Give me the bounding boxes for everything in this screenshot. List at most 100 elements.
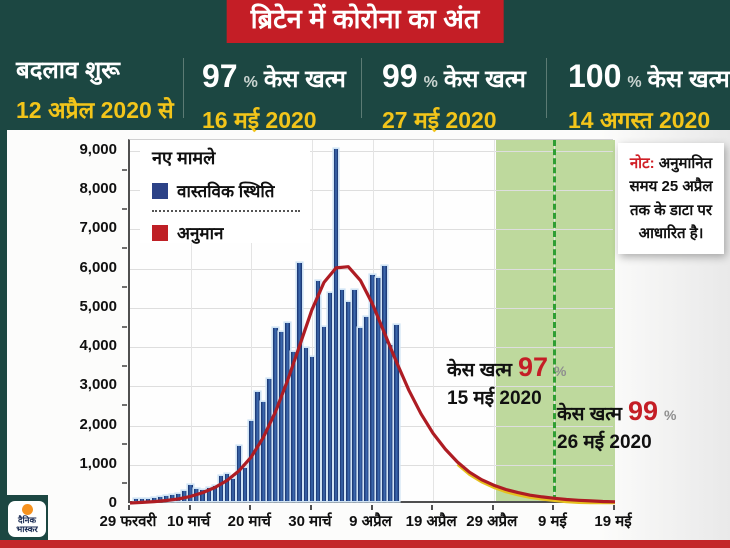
chart-card: नए मामले वास्तविक स्थिति अनुमान नोट: अनु… (7, 130, 730, 540)
dashed-projection-line (552, 140, 556, 501)
legend-divider (152, 210, 300, 212)
note-box: नोट: अनुमानित समय 25 अप्रैल तक के डाटा प… (618, 143, 724, 254)
stat-headline: बदलाव शुरू (16, 56, 174, 86)
y-axis-tick (122, 443, 127, 446)
percent-sign: % (664, 407, 677, 423)
estimate-curve (129, 265, 616, 505)
actual-cases-bar (279, 331, 284, 501)
y-axis-tick (122, 482, 127, 485)
stat-column-1: बदलाव शुरू 12 अप्रैल 2020 से (16, 56, 174, 125)
gridline-vertical (190, 140, 192, 501)
estimate-curve-path (129, 265, 616, 505)
dainik-bhaskar-logo: दैनिक भास्कर (8, 501, 46, 537)
gridline-horizontal (130, 190, 613, 192)
stat-column-3: 99% केस खत्म 27 मई 2020 (382, 56, 526, 135)
actual-cases-bar (303, 348, 309, 501)
actual-cases-bar (321, 326, 327, 501)
y-axis-tick (122, 364, 127, 367)
stat-divider-2 (361, 58, 362, 118)
x-axis-label: 29 फरवरी (99, 513, 157, 530)
gridline-horizontal (130, 151, 613, 152)
stat-value: 100 (568, 58, 622, 94)
gridline-vertical (433, 140, 435, 501)
gridline-horizontal (130, 268, 613, 270)
y-axis-label: 4,000 (79, 337, 117, 355)
stat-column-2: 97% केस खत्म 16 मई 2020 (202, 56, 346, 135)
x-axis-label: 29 अप्रैल (466, 513, 518, 530)
actual-cases-bar (376, 278, 381, 501)
actual-cases-bar (224, 474, 230, 501)
actual-cases-bar (145, 499, 151, 501)
stat-value: 97 (202, 58, 238, 94)
actual-cases-bar (236, 445, 242, 501)
x-axis-label: 9 मई (537, 513, 567, 530)
annotation-99: केस खत्म 99 % 26 मई 2020 (557, 396, 676, 454)
y-axis-label: 5,000 (79, 297, 117, 315)
actual-cases-bar (333, 149, 339, 501)
actual-cases-bar (358, 328, 363, 501)
actual-cases-bar (382, 266, 387, 501)
plot-area (128, 139, 616, 505)
y-axis-label: 2,000 (79, 415, 117, 433)
actual-cases-bar (158, 497, 163, 501)
y-axis-tick (122, 325, 127, 328)
stat-value: 99 (382, 58, 418, 94)
page-title: ब्रिटेन में कोरोना का अंत (226, 0, 504, 44)
legend-item-actual: वास्तविक स्थिति (152, 179, 310, 202)
x-axis-label: 9 अप्रैल (349, 513, 392, 530)
actual-cases-bar (212, 486, 218, 501)
x-axis-label: 19 मई (594, 513, 632, 530)
bottom-red-bar (0, 540, 730, 548)
stat-label: केस खत्म (443, 66, 526, 93)
actual-cases-bar (151, 497, 157, 501)
y-axis-label: 8,000 (79, 180, 117, 198)
y-axis-label: 0 (108, 494, 117, 511)
x-axis-label: 10 मार्च (167, 513, 211, 530)
actual-cases-bar (309, 356, 315, 501)
y-axis-tick (122, 207, 127, 210)
annotation-label: केस खत्म (557, 404, 622, 425)
stat-date: 16 मई 2020 (202, 107, 317, 133)
actual-cases-bar (370, 274, 375, 501)
actual-cases-bar (133, 499, 139, 501)
y-axis-tick (122, 247, 127, 250)
x-axis-tick (370, 505, 373, 510)
y-axis-label: 3,000 (79, 376, 117, 394)
x-axis-tick (431, 505, 434, 510)
legend-title: नए मामले (152, 148, 216, 168)
actual-cases-bar (352, 290, 357, 501)
stat-date: 27 मई 2020 (382, 107, 497, 133)
stat-label: केस खत्म (263, 66, 346, 93)
note-prefix: नोट: (629, 155, 655, 172)
actual-cases-bar (339, 290, 345, 501)
x-axis-tick (309, 505, 312, 510)
x-axis-tick (613, 505, 615, 510)
actual-cases-bar (291, 351, 296, 501)
yellow-tail-line (456, 463, 615, 505)
x-axis-label: 30 मार्च (288, 513, 332, 530)
legend-item-label: अनुमान (177, 224, 224, 243)
stat-headline: 97% केस खत्म (202, 56, 346, 96)
annotation-label: केस खत्म (447, 360, 512, 381)
stat-date: 14 अगस्त 2020 (568, 107, 711, 133)
y-axis-label: 6,000 (79, 258, 117, 276)
percent-sign: % (423, 74, 438, 91)
gridline-vertical (311, 140, 313, 501)
actual-cases-bar (248, 420, 254, 501)
annotation-value: 97 (517, 352, 549, 382)
actual-cases-bar (388, 345, 393, 501)
y-axis-label: 9,000 (79, 141, 117, 158)
stat-headline: 100% केस खत्म (568, 56, 730, 96)
actual-series-swatch (152, 182, 168, 199)
actual-cases-bar (200, 490, 206, 501)
actual-cases-bar (170, 495, 175, 501)
logo-sun-icon (21, 504, 33, 515)
annotation-97: केस खत्म 97 % 15 मई 2020 (447, 352, 566, 410)
stat-divider-3 (546, 58, 547, 118)
percent-sign: % (554, 363, 567, 379)
y-axis-tick (122, 286, 127, 289)
legend-item-estimate: अनुमान (152, 221, 310, 244)
actual-cases-bar (327, 293, 333, 501)
gridline-vertical (251, 140, 253, 501)
